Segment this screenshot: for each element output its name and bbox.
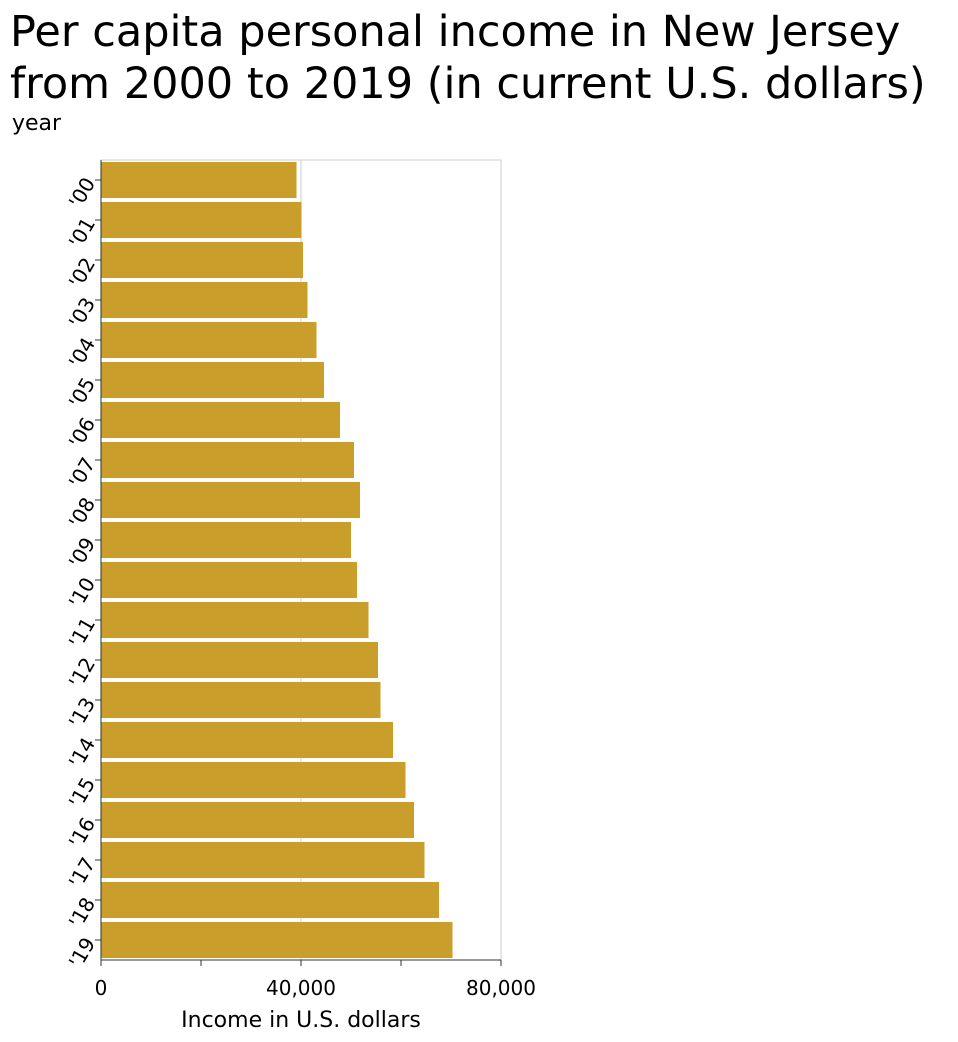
bar [101,642,378,678]
y-tick-label: '05 [64,373,100,412]
y-tick-label: '19 [64,933,100,972]
x-tick-label: 40,000 [266,976,336,1000]
bar [101,482,360,518]
bar [101,202,302,238]
y-tick-label: '10 [64,573,100,612]
y-tick-label: '07 [64,453,100,492]
bar [101,802,414,838]
bar [101,242,303,278]
y-axis-label: year [12,111,62,136]
chart-title: Per capita personal income in New Jersey… [10,6,926,110]
y-tick-label: '04 [64,333,100,372]
bar [101,682,381,718]
x-tick-label: 80,000 [466,976,536,1000]
bar [101,282,308,318]
y-tick-label: '11 [64,613,100,652]
bar [101,842,425,878]
y-tick-label: '08 [64,493,100,532]
x-tick-label: 0 [95,976,108,1000]
y-tick-label: '06 [64,413,100,452]
bar [101,402,340,438]
y-tick-label: '02 [64,253,100,292]
y-tick-label: '17 [64,853,100,892]
bar [101,522,351,558]
y-tick-label: '15 [64,773,100,812]
bar [101,562,357,598]
y-tick-label: '12 [64,653,100,692]
y-tick-label: '14 [64,733,100,772]
y-tick-label: '01 [64,213,100,252]
y-tick-label: '18 [64,893,100,932]
bar [101,442,354,478]
y-tick-label: '16 [64,813,100,852]
bar [101,882,439,918]
bar [101,922,453,958]
y-tick-label: '13 [64,693,100,732]
y-tick-label: '03 [64,293,100,332]
bar [101,722,393,758]
bar [101,762,406,798]
bar [101,602,369,638]
y-tick-label: '00 [64,173,100,212]
bar [101,322,317,358]
x-axis-label: Income in U.S. dollars [181,1008,421,1033]
y-tick-label: '09 [64,533,100,572]
bar [101,162,297,198]
bar [101,362,324,398]
chart-title-line-1: Per capita personal income in New Jersey [10,7,901,57]
chart-title-line-2: from 2000 to 2019 (in current U.S. dolla… [10,59,926,109]
